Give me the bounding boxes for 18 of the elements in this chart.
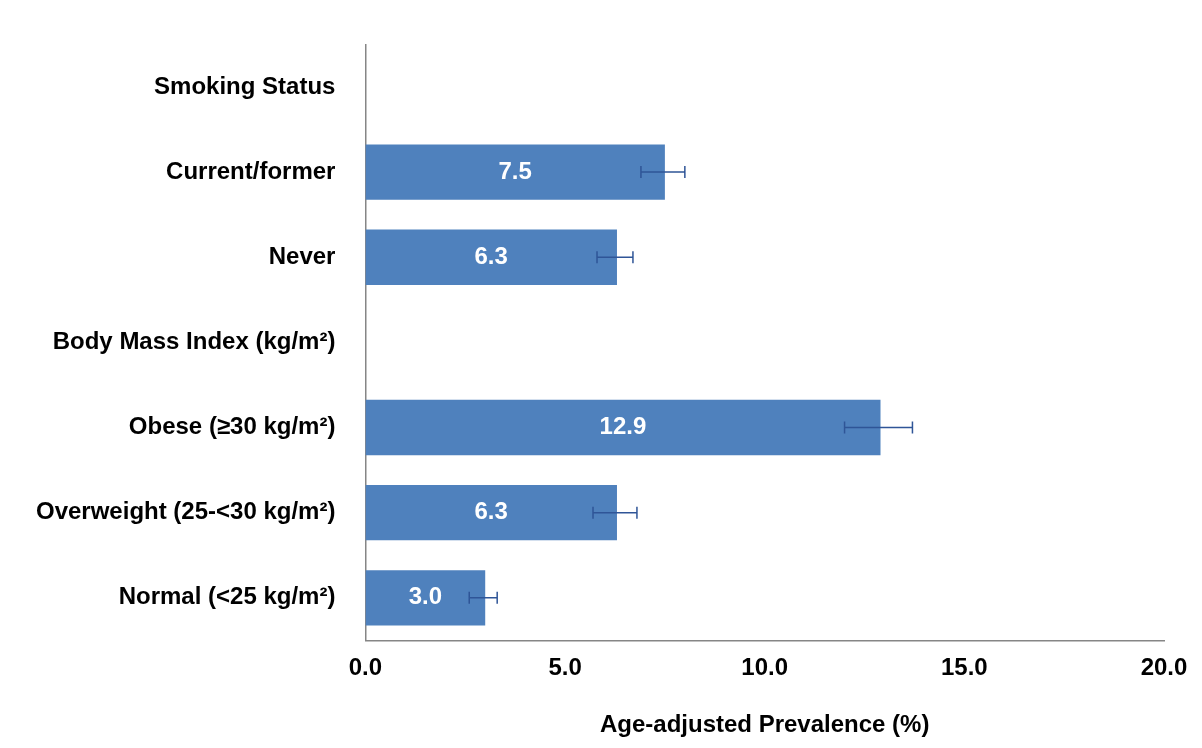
data-label: 6.3 [474, 241, 508, 269]
y-tick-label: Obese (≥30 kg/m²) [128, 412, 336, 440]
y-tick-label: Overweight (25-<30 kg/m²) [35, 497, 336, 525]
x-tick-label: 0.0 [348, 653, 383, 681]
y-tick-label: Smoking Status [154, 71, 336, 99]
x-tick-label: 15.0 [941, 653, 988, 681]
x-axis-title: Age-adjusted Prevalence (%) [599, 710, 930, 738]
data-label: 6.3 [474, 497, 508, 525]
data-label: 12.9 [599, 412, 647, 440]
y-tick-label: Current/former [166, 156, 336, 184]
x-tick-label: 5.0 [548, 653, 582, 681]
data-label: 7.5 [498, 156, 532, 184]
y-tick-label: Never [268, 241, 336, 269]
data-label: 3.0 [408, 582, 443, 610]
y-tick-label: Normal (<25 kg/m²) [118, 582, 336, 610]
y-tick-label: Body Mass Index (kg/m²) [52, 327, 336, 355]
x-tick-label: 10.0 [741, 653, 789, 681]
x-tick-label: 20.0 [1140, 653, 1188, 681]
